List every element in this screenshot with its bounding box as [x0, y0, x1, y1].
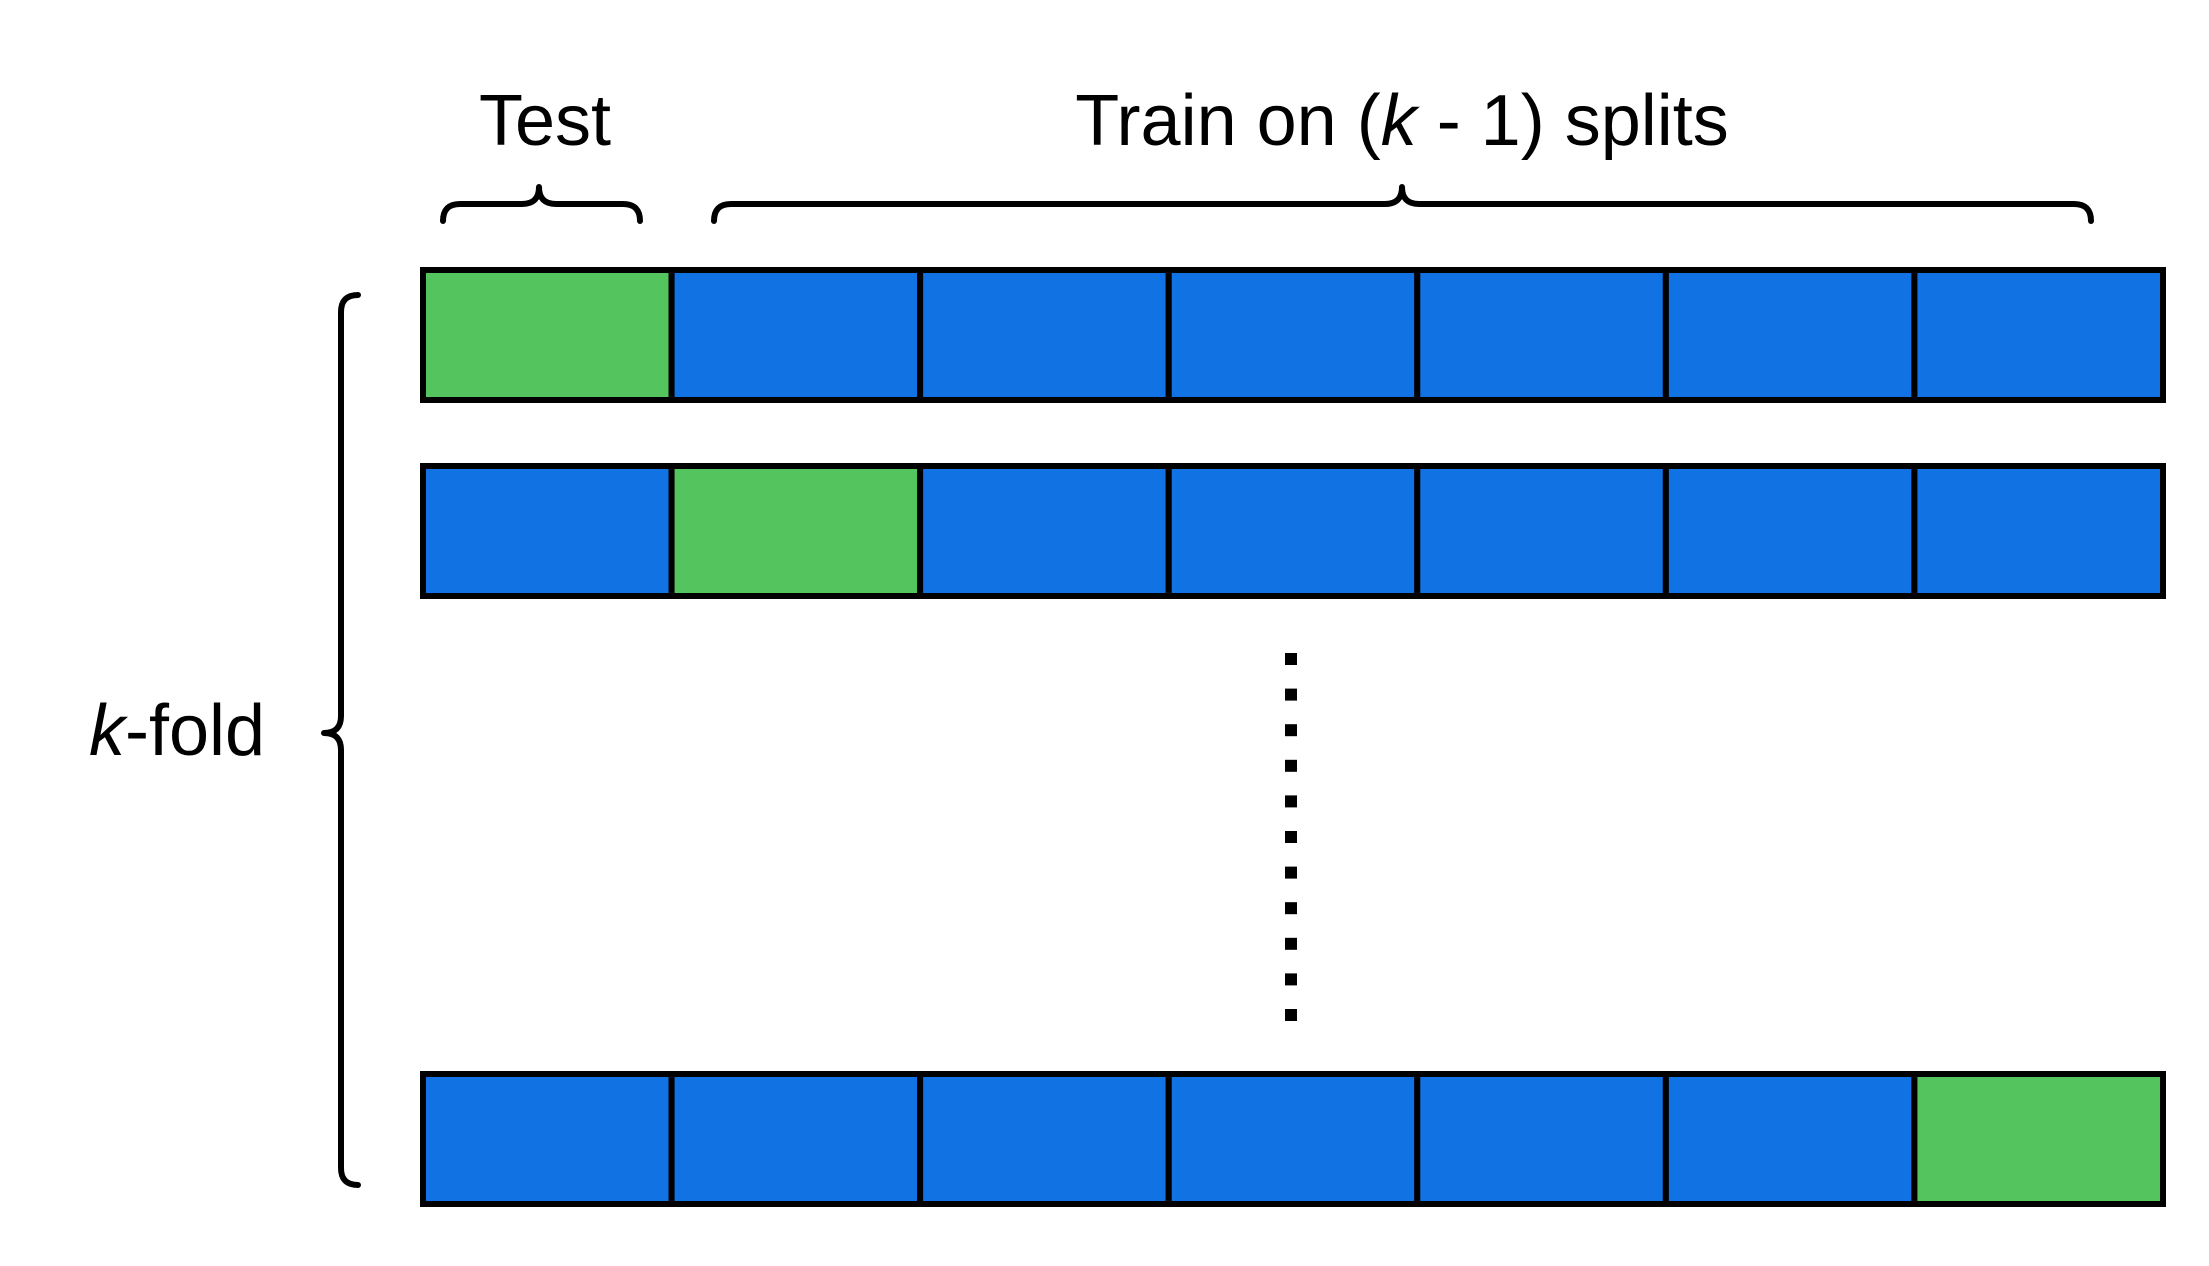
kfold-label-k: k	[89, 691, 129, 771]
fold-row	[420, 1071, 2167, 1207]
train-split-cell	[1662, 1071, 1918, 1207]
train-split-cell	[1911, 267, 2167, 403]
ellipsis-dot	[1285, 688, 1297, 701]
kfold-label: k-fold	[89, 691, 265, 771]
train-split-cell	[1165, 267, 1421, 403]
train-brace	[711, 184, 2094, 224]
vertical-ellipsis	[1285, 653, 1297, 1021]
ellipsis-dot	[1285, 866, 1297, 879]
ellipsis-dot	[1285, 902, 1297, 915]
train-split-cell	[1165, 463, 1421, 599]
train-split-cell	[1414, 463, 1669, 599]
train-split-cell	[420, 463, 675, 599]
ellipsis-dot	[1285, 937, 1297, 950]
train-split-cell	[668, 267, 924, 403]
train-label-prefix: Train on (	[1075, 81, 1380, 161]
train-label: Train on (k - 1) splits	[1075, 81, 1728, 161]
kfold-label-suffix: -fold	[125, 691, 265, 771]
train-split-cell	[1662, 267, 1918, 403]
ellipsis-dot	[1285, 759, 1297, 772]
train-split-cell	[420, 1071, 675, 1207]
train-split-cell	[1414, 1071, 1669, 1207]
train-split-cell	[668, 1071, 924, 1207]
fold-rows	[420, 267, 2167, 1207]
test-split-cell	[1911, 1071, 2167, 1207]
ellipsis-dot	[1285, 653, 1297, 665]
train-split-cell	[917, 267, 1172, 403]
train-split-cell	[1414, 267, 1669, 403]
train-split-cell	[917, 1071, 1172, 1207]
train-label-suffix: - 1) splits	[1417, 81, 1729, 161]
test-label: Test	[479, 81, 611, 161]
test-split-cell	[668, 463, 924, 599]
train-split-cell	[1662, 463, 1918, 599]
fold-row	[420, 463, 2167, 599]
test-brace	[440, 184, 643, 224]
ellipsis-dot	[1285, 831, 1297, 843]
ellipsis-dot	[1285, 724, 1297, 737]
ellipsis-dot	[1285, 973, 1297, 986]
train-label-k: k	[1381, 81, 1421, 161]
kfold-brace	[321, 292, 361, 1188]
fold-row	[420, 267, 2167, 403]
train-split-cell	[917, 463, 1172, 599]
ellipsis-dot	[1285, 795, 1297, 808]
train-split-cell	[1911, 463, 2167, 599]
train-split-cell	[1165, 1071, 1421, 1207]
test-split-cell	[420, 267, 675, 403]
ellipsis-dot	[1285, 1009, 1297, 1021]
